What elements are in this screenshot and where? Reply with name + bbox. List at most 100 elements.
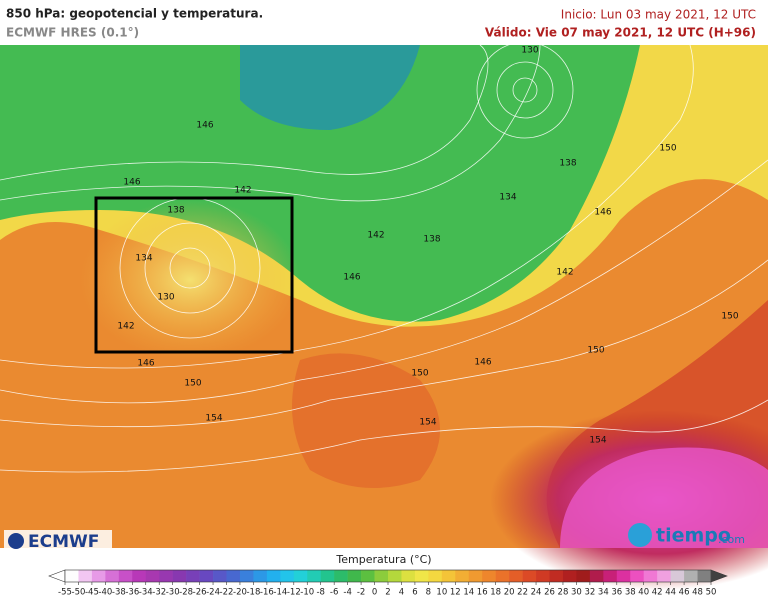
colorbar-segment xyxy=(145,570,160,582)
colorbar-tick-label: 0 xyxy=(372,588,377,598)
colorbar-min-arrow xyxy=(48,569,66,583)
colorbar-tick-label: -30 xyxy=(166,588,180,598)
colorbar-tick-label: 20 xyxy=(504,588,515,598)
contour-label: 134 xyxy=(135,254,152,264)
colorbar-segment xyxy=(159,570,173,582)
contour-label: 138 xyxy=(167,206,184,216)
colorbar-segment xyxy=(172,570,187,582)
colorbar-segment xyxy=(630,570,645,582)
colorbar-segment xyxy=(132,570,147,582)
colorbar-tick-label: -4 xyxy=(343,588,351,598)
highlight-box xyxy=(94,196,294,354)
colorbar-segment xyxy=(266,570,281,582)
colorbar-tick-label: 18 xyxy=(490,588,501,598)
contour-label: 130 xyxy=(157,293,174,303)
contour-label: 150 xyxy=(184,379,201,389)
colorbar-segment xyxy=(562,570,577,582)
colorbar-tick-label: 30 xyxy=(571,588,582,598)
colorbar-tick-label: 48 xyxy=(692,588,703,598)
colorbar-segment xyxy=(414,570,429,582)
colorbar-segment xyxy=(293,570,308,582)
colorbar-segment xyxy=(495,570,510,582)
colorbar-tick-label: -40 xyxy=(98,588,112,598)
logo-tiempo: tiempo xyxy=(656,525,731,547)
colorbar-tick-label: 16 xyxy=(477,588,488,598)
contour-label: 154 xyxy=(589,436,606,446)
colorbar-tick-label: -34 xyxy=(139,588,153,598)
colorbar-tick-label: 2 xyxy=(385,588,390,598)
colorbar-segment xyxy=(536,570,550,582)
contour-label: 138 xyxy=(559,159,576,169)
colorbar-segment xyxy=(118,570,133,582)
colorbar-tick-label: -38 xyxy=(112,588,126,598)
coldest-region xyxy=(240,45,420,130)
colorbar-segment xyxy=(239,570,254,582)
colorbar-segment xyxy=(697,570,712,582)
colorbar-segment xyxy=(509,570,523,582)
contour-label: 150 xyxy=(721,312,738,322)
colorbar-tick-label: 22 xyxy=(517,588,528,598)
contour-label: 146 xyxy=(594,208,611,218)
colorbar-segment xyxy=(226,570,241,582)
contour-labels: 130 146 146 142 138 134 130 142 146 150 154 138 134 1… xyxy=(117,46,738,446)
colorbar-segment xyxy=(576,570,591,582)
colorbar-tick-label: -16 xyxy=(260,588,274,598)
colorbar-tick-label: -10 xyxy=(300,588,314,598)
colorbar-tick-label: 46 xyxy=(679,588,690,598)
isohypses xyxy=(0,41,768,473)
colorbar-segment xyxy=(684,570,698,582)
contour-label: 142 xyxy=(367,231,384,241)
contour-label: 134 xyxy=(499,193,516,203)
colorbar-tick-label: -20 xyxy=(233,588,247,598)
contour-label: 150 xyxy=(659,144,676,154)
contour-label: 142 xyxy=(234,186,251,196)
colorbar-tick-label: 36 xyxy=(611,588,622,598)
tiempo-icon xyxy=(628,523,652,547)
colorbar-tick-label: -14 xyxy=(273,588,287,598)
colorbar-tick-label: -50 xyxy=(72,588,86,598)
logo-ecmwf: ECMWF xyxy=(28,532,99,552)
colorbar-tick-label: -12 xyxy=(287,588,301,598)
colorbar-tick-label: -55 xyxy=(58,588,72,598)
colorbar-tick-label: 4 xyxy=(399,588,404,598)
contour-label: 146 xyxy=(196,121,213,131)
colorbar-segment xyxy=(657,570,671,582)
colorbar-tick-label: 10 xyxy=(436,588,447,598)
colorbar-segment xyxy=(347,570,362,582)
colorbar-tick-label: 26 xyxy=(544,588,555,598)
contour-label: 150 xyxy=(587,346,604,356)
colorbar-tick-label: 8 xyxy=(426,588,431,598)
contour-label: 138 xyxy=(423,235,440,245)
hot-region xyxy=(560,447,768,548)
colorbar-segment xyxy=(186,570,200,582)
logo-icon xyxy=(8,533,24,549)
colorbar-tick-label: 50 xyxy=(706,588,717,598)
colorbar-segment xyxy=(361,570,375,582)
colorbar-tick-label: 32 xyxy=(584,588,595,598)
model: ECMWF HRES (0.1°) xyxy=(6,26,139,40)
iberia xyxy=(292,353,440,488)
colorbar-segment xyxy=(334,570,348,582)
contour-label: 154 xyxy=(419,418,436,428)
colorbar-segment xyxy=(401,570,416,582)
contour-label: 142 xyxy=(556,268,573,278)
logo-tiempo-suffix: .com xyxy=(718,533,745,546)
colorbar-segment xyxy=(320,570,335,582)
contour-label: 142 xyxy=(117,322,134,332)
colorbar-tick-label: -28 xyxy=(179,588,193,598)
colorbar-segment xyxy=(280,570,295,582)
init: Inicio: Lun 03 may 2021, 12 UTC xyxy=(561,8,756,22)
colorbar: -55 -50 -45 -40 -38 -36 -34 -32 -30 -28 -26 -24 -22-… xyxy=(58,569,717,598)
colorbar-segment xyxy=(455,570,470,582)
colorbar-tick-label: -24 xyxy=(206,588,220,598)
colorbar-segment xyxy=(589,570,604,582)
contour-label: 154 xyxy=(205,414,222,424)
title: 850 hPa: geopotencial y temperatura. xyxy=(6,7,263,21)
colorbar-tick-label: 12 xyxy=(450,588,461,598)
colorbar-tick-label: -32 xyxy=(152,588,166,598)
contour-label: 146 xyxy=(343,273,360,283)
colorbar-segment xyxy=(105,570,120,582)
colorbar-tick-label: -22 xyxy=(220,588,234,598)
colorbar-tick-label: -45 xyxy=(85,588,99,598)
